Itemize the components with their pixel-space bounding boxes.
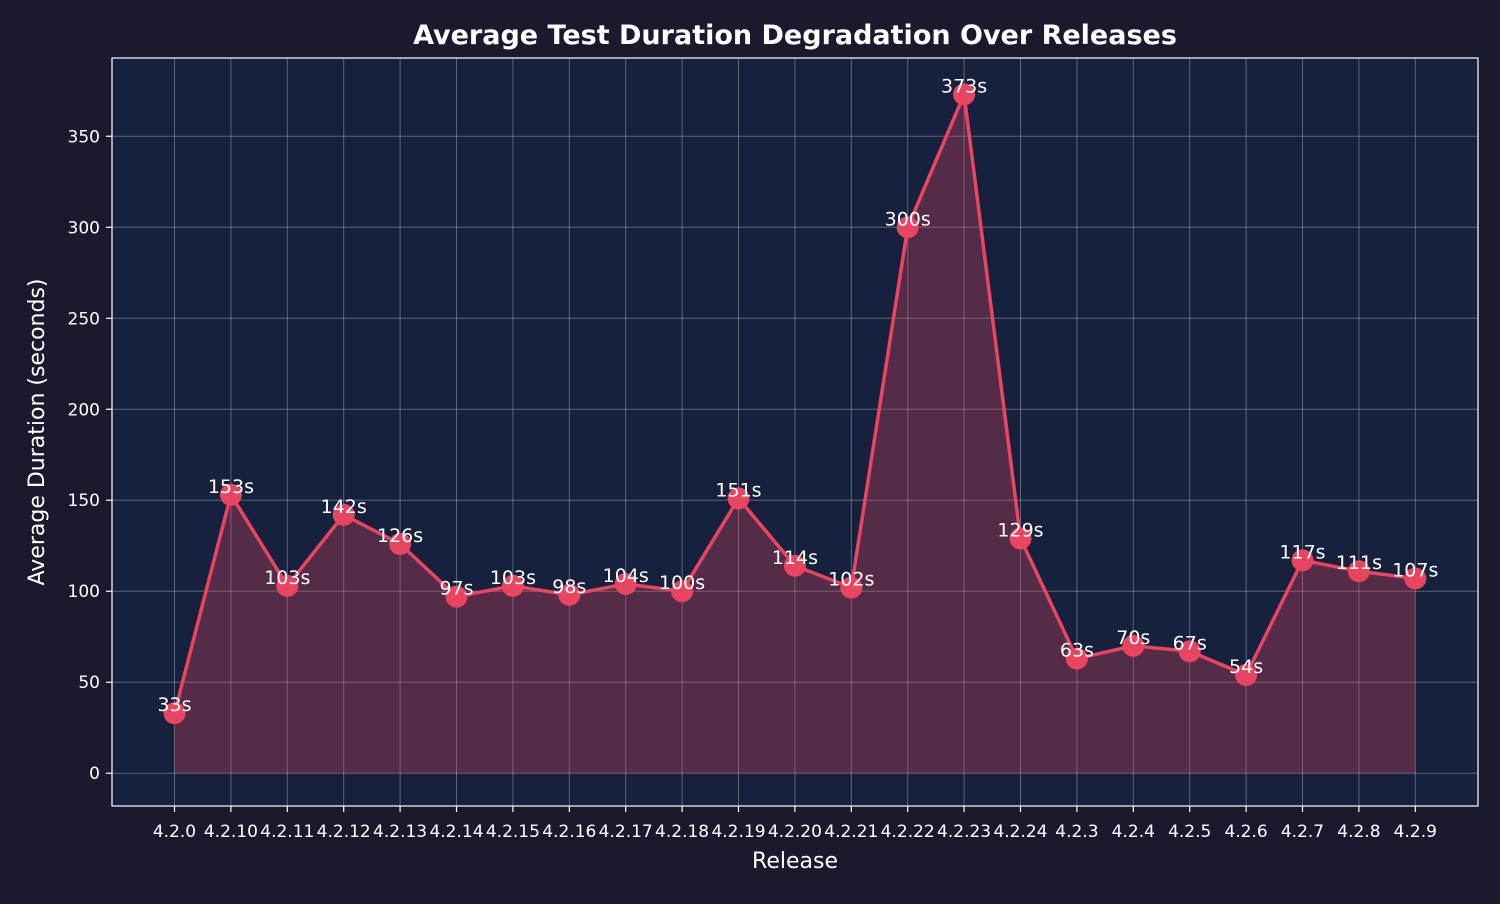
data-point (1404, 567, 1427, 590)
data-label: 70s (1116, 627, 1150, 649)
x-tick-label: 4.2.22 (881, 822, 935, 842)
y-tick-label: 350 (68, 127, 100, 147)
data-point (445, 585, 468, 608)
x-tick-label: 4.2.6 (1224, 822, 1267, 842)
area-fill (174, 94, 1416, 774)
x-tick-label: 4.2.18 (655, 822, 709, 842)
data-label: 103s (264, 567, 310, 589)
data-label: 151s (715, 479, 761, 501)
data-label: 103s (490, 567, 536, 589)
data-markers (163, 83, 1427, 725)
data-point (727, 487, 750, 510)
x-tick-label: 4.2.20 (768, 822, 822, 842)
data-label: 33s (157, 694, 191, 716)
data-point (1122, 634, 1145, 657)
data-label: 107s (1392, 560, 1438, 582)
x-tick-label: 4.2.7 (1281, 822, 1324, 842)
x-axis-label: Release (752, 849, 838, 874)
x-tick-label: 4.2.19 (711, 822, 765, 842)
data-label: 126s (377, 525, 423, 547)
data-label: 117s (1279, 541, 1325, 563)
data-label: 104s (603, 565, 649, 587)
x-tick-label: 4.2.14 (429, 822, 483, 842)
x-tick-label: 4.2.11 (260, 822, 314, 842)
data-point (219, 483, 242, 506)
x-tick-label: 4.2.5 (1168, 822, 1211, 842)
y-tick-label: 250 (68, 309, 100, 329)
data-point (614, 572, 637, 595)
data-point (501, 574, 524, 597)
data-label: 111s (1336, 552, 1382, 574)
data-point (389, 532, 412, 555)
x-axis: 4.2.0 4.2.10 4.2.11 4.2.12 4.2.13 4.2.14 4.2.1… (153, 806, 1437, 842)
x-tick-label: 4.2.16 (542, 822, 596, 842)
data-label: 97s (439, 578, 473, 600)
data-point (163, 702, 186, 725)
data-point (1347, 560, 1370, 583)
y-axis: 0 50 100 150 200 250 300 350 (68, 127, 112, 784)
data-point (953, 83, 976, 106)
data-label: 54s (1229, 656, 1263, 678)
data-label: 98s (552, 576, 586, 598)
y-tick-label: 200 (68, 400, 100, 420)
data-labels: 33s 153s 103s 142s 126s 97s 103s 98s 104s 100s 151… (157, 75, 1438, 716)
x-tick-label: 4.2.8 (1337, 822, 1380, 842)
x-tick-label: 4.2.15 (486, 822, 540, 842)
y-tick-label: 50 (78, 673, 100, 693)
data-label: 102s (828, 569, 874, 591)
chart-title: Average Test Duration Degradation Over R… (413, 20, 1177, 51)
data-label: 300s (885, 208, 931, 230)
x-tick-label: 4.2.0 (153, 822, 196, 842)
y-tick-label: 100 (68, 582, 100, 602)
data-point (840, 576, 863, 599)
data-point (332, 503, 355, 526)
plot-frame (111, 57, 1479, 807)
x-tick-label: 4.2.24 (993, 822, 1047, 842)
x-tick-label: 4.2.10 (204, 822, 258, 842)
y-axis-label: Average Duration (seconds) (25, 279, 50, 586)
data-point (558, 583, 581, 606)
data-label: 100s (659, 572, 705, 594)
data-point (1065, 647, 1088, 670)
x-tick-label: 4.2.9 (1394, 822, 1437, 842)
data-point (1235, 663, 1258, 686)
x-tick-label: 4.2.3 (1055, 822, 1098, 842)
data-label: 129s (997, 519, 1043, 541)
x-tick-label: 4.2.17 (599, 822, 653, 842)
data-label: 114s (772, 547, 818, 569)
data-point (671, 580, 694, 603)
data-label: 142s (321, 496, 367, 518)
data-point (1009, 527, 1032, 550)
x-tick-label: 4.2.21 (824, 822, 878, 842)
y-tick-label: 0 (89, 764, 100, 784)
data-label: 67s (1173, 632, 1207, 654)
data-label: 63s (1060, 640, 1094, 662)
x-tick-label: 4.2.13 (373, 822, 427, 842)
grid (112, 58, 1478, 806)
data-point (276, 574, 299, 597)
y-tick-label: 300 (68, 218, 100, 238)
y-tick-label: 150 (68, 491, 100, 511)
data-point (783, 554, 806, 577)
x-tick-label: 4.2.23 (937, 822, 991, 842)
x-tick-label: 4.2.4 (1112, 822, 1155, 842)
data-point (1291, 549, 1314, 572)
x-tick-label: 4.2.12 (317, 822, 371, 842)
data-point (896, 216, 919, 239)
data-point (1178, 640, 1201, 663)
data-label: 153s (208, 476, 254, 498)
data-label: 373s (941, 75, 987, 97)
